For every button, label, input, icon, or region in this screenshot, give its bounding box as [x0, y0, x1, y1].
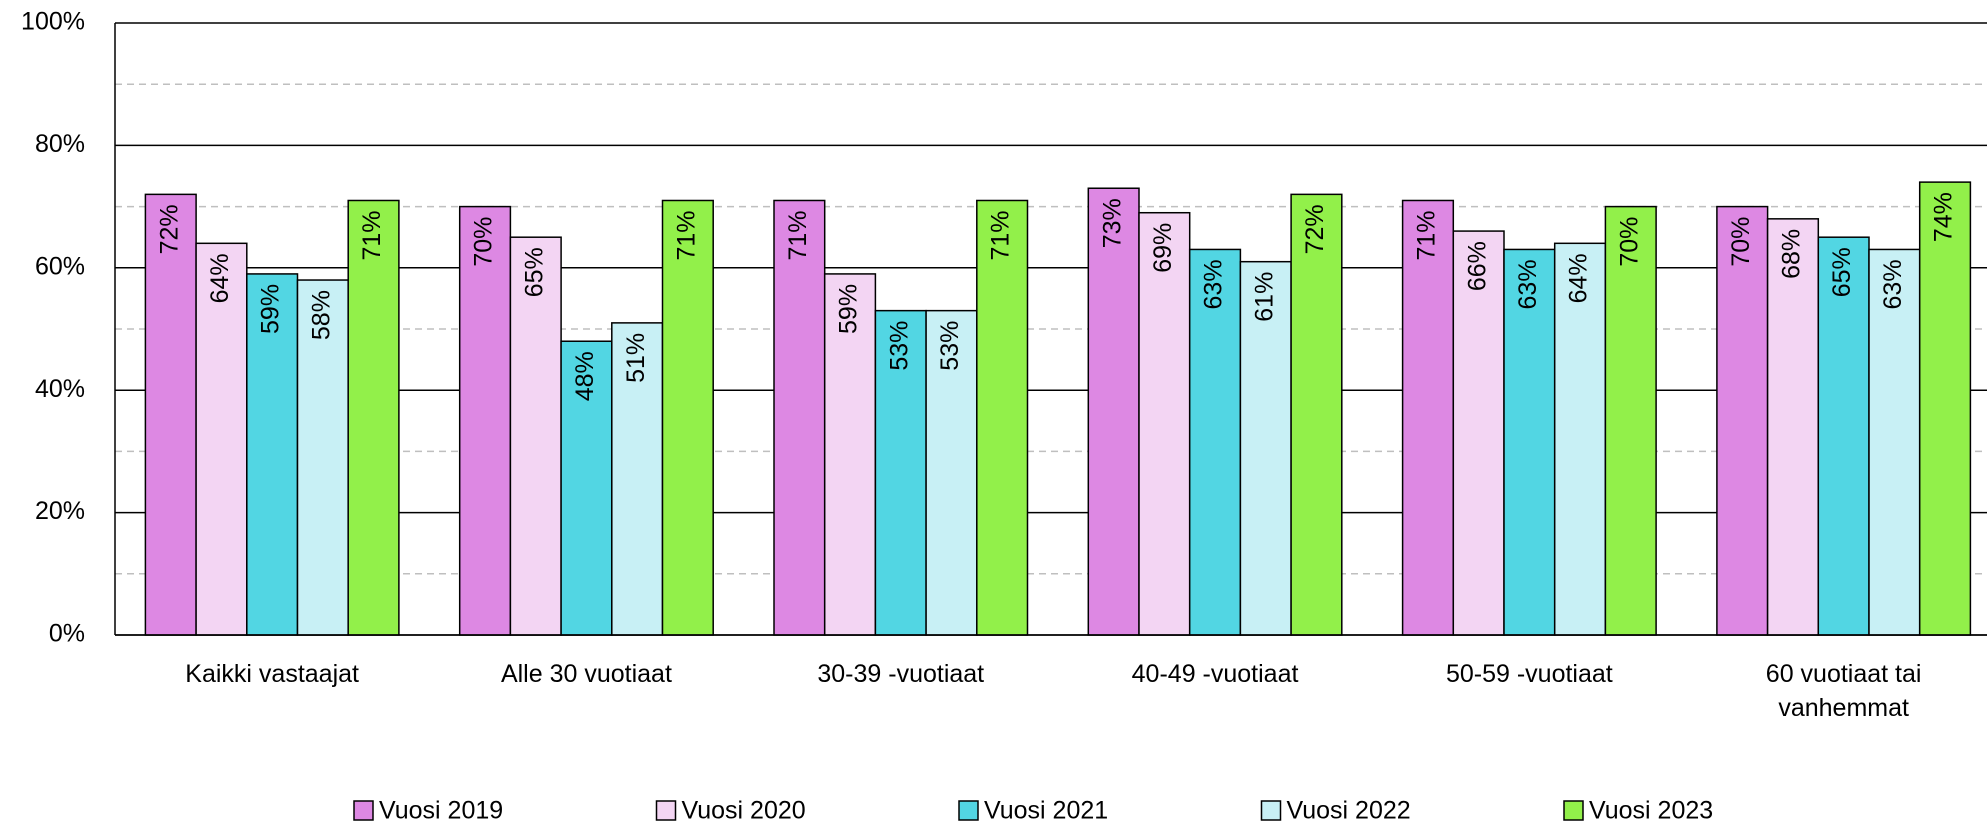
- bar: [1553, 242, 1607, 636]
- value-label: 71%: [784, 210, 812, 260]
- value-label: 63%: [1879, 259, 1907, 309]
- value-label: 72%: [155, 204, 183, 254]
- legend-label: Vuosi 2020: [682, 797, 806, 825]
- y-tick-label: 40%: [35, 375, 85, 403]
- bar: [1716, 205, 1769, 636]
- bar: [976, 199, 1029, 636]
- x-tick-label: 60 vuotiaat tai vanhemmat: [1765, 660, 1922, 722]
- value-label: 59%: [257, 284, 285, 334]
- value-label: 72%: [1301, 204, 1329, 254]
- bar: [773, 199, 826, 636]
- value-label: 66%: [1463, 241, 1491, 291]
- value-label: 71%: [358, 210, 386, 260]
- x-tick-label: 40-49 -vuotiaat: [1131, 660, 1299, 688]
- y-tick-label: 60%: [35, 252, 85, 280]
- bar: [1918, 181, 1972, 636]
- value-label: 63%: [1514, 259, 1542, 309]
- value-label: 71%: [672, 210, 700, 260]
- bar: [1817, 236, 1870, 636]
- x-tick-label: 30-39 -vuotiaat: [817, 660, 985, 688]
- value-label: 68%: [1778, 229, 1806, 279]
- value-label: 73%: [1098, 198, 1126, 248]
- bar: [1138, 211, 1191, 636]
- legend-label: Vuosi 2023: [1589, 797, 1713, 825]
- value-label: 53%: [885, 321, 913, 371]
- bar: [347, 199, 400, 636]
- value-label: 48%: [571, 351, 599, 401]
- x-tick-label: 50-59 -vuotiaat: [1445, 660, 1613, 688]
- value-label: 58%: [307, 290, 335, 340]
- y-tick-label: 0%: [49, 620, 85, 648]
- legend-label: Vuosi 2021: [984, 797, 1108, 825]
- value-label: 69%: [1149, 223, 1177, 273]
- value-label: 71%: [987, 210, 1015, 260]
- bar: [144, 193, 197, 636]
- legend-swatch: [958, 800, 979, 821]
- legend-swatch: [353, 800, 374, 821]
- value-label: 71%: [1413, 210, 1441, 260]
- bar: [1868, 248, 1921, 636]
- value-label: 51%: [622, 333, 650, 383]
- bar: [458, 205, 512, 636]
- bar: [1087, 187, 1140, 636]
- legend-swatch: [655, 800, 677, 821]
- value-label: 70%: [1615, 217, 1643, 267]
- x-tick-label: Alle 30 vuotiaat: [500, 660, 672, 688]
- bar: [1401, 199, 1455, 636]
- bar: [560, 340, 613, 636]
- value-label: 70%: [1727, 217, 1755, 267]
- bar: [1604, 205, 1657, 636]
- legend-swatch: [1260, 800, 1282, 821]
- x-tick-label: Kaikki vastaajat: [185, 660, 359, 688]
- bar: [1766, 218, 1820, 636]
- bar: [1290, 193, 1343, 636]
- bar: [823, 273, 877, 636]
- value-label: 64%: [206, 253, 234, 303]
- bar: [611, 322, 664, 636]
- value-label: 63%: [1200, 259, 1228, 309]
- bar: [661, 199, 714, 636]
- value-label: 59%: [835, 284, 863, 334]
- y-tick-label: 20%: [35, 497, 85, 525]
- bar: [874, 309, 927, 636]
- value-label: 64%: [1565, 253, 1593, 303]
- legend-label: Vuosi 2019: [379, 797, 503, 825]
- value-label: 61%: [1250, 272, 1278, 322]
- bar: [925, 309, 978, 636]
- value-label: 74%: [1930, 192, 1958, 242]
- bar: [1503, 248, 1556, 636]
- value-label: 65%: [1828, 247, 1856, 297]
- value-label: 53%: [936, 321, 964, 371]
- value-label: 65%: [520, 247, 548, 297]
- legend-swatch: [1563, 800, 1584, 821]
- value-label: 70%: [470, 217, 498, 267]
- legend-label: Vuosi 2022: [1287, 797, 1411, 825]
- y-tick-label: 100%: [21, 8, 85, 36]
- bar: [1452, 230, 1505, 636]
- y-tick-label: 80%: [35, 130, 85, 158]
- bar: [1188, 248, 1242, 636]
